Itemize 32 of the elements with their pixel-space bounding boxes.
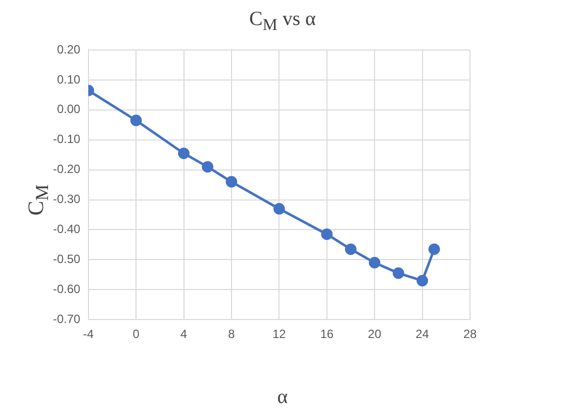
point	[416, 274, 428, 286]
x-tick-label: 4	[180, 327, 188, 342]
point	[344, 243, 356, 255]
point	[428, 243, 440, 255]
point	[178, 148, 190, 160]
x-tick-label: 28	[463, 327, 477, 342]
x-tick-label: 8	[228, 327, 236, 342]
x-tick-label: 20	[368, 327, 382, 342]
x-tick-label: 16	[320, 327, 334, 342]
point	[273, 203, 285, 215]
chart-title: C$_{M}$ vs α	[248, 8, 317, 35]
y-tick-label: 0.10	[56, 72, 81, 86]
point	[321, 228, 333, 240]
y-tick-label: -0.50	[52, 252, 81, 266]
point	[368, 256, 380, 268]
y-tick-label: -0.10	[52, 132, 81, 146]
y-tick-label: -0.40	[52, 222, 81, 236]
y-tick-label: -0.20	[52, 162, 81, 176]
point	[202, 161, 214, 173]
y-tick-label: -0.70	[52, 312, 81, 326]
point	[226, 176, 238, 188]
x-tick-label: 12	[272, 327, 286, 342]
x-axis-title: α	[276, 386, 289, 409]
point	[392, 267, 404, 279]
y-tick-label: 0.00	[56, 102, 81, 116]
x-tick-label: 0	[132, 327, 140, 342]
y-tick-label: -0.30	[52, 192, 81, 206]
x-tick-label: -4	[83, 327, 94, 342]
point	[130, 114, 142, 126]
y-tick-label: -0.60	[52, 282, 81, 296]
x-tick-label: 24	[416, 327, 430, 342]
y-tick-label: 0.20	[56, 42, 81, 56]
